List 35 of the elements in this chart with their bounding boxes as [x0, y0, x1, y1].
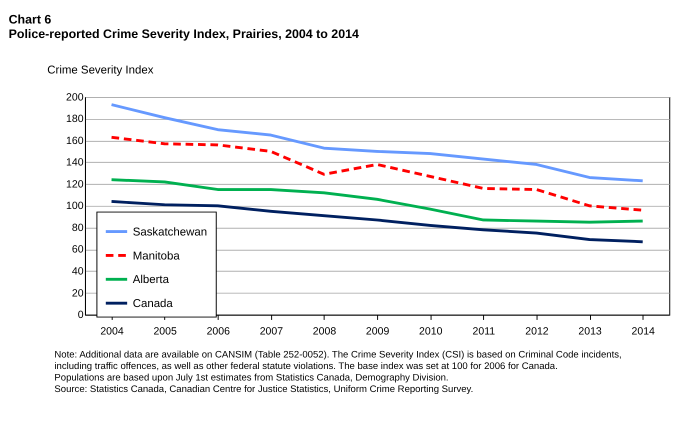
- chart-title: Chart 6: [8, 12, 52, 26]
- y-tick-label: 180: [66, 113, 84, 126]
- line-series: [110, 200, 644, 244]
- y-tick-label: 0: [78, 309, 84, 322]
- legend-label: Manitoba: [132, 250, 180, 262]
- y-tick-label: 100: [66, 200, 84, 212]
- x-tick-label: 2012: [525, 325, 549, 338]
- x-tick-label: 2007: [260, 325, 284, 338]
- y-tick-label: 80: [72, 222, 84, 234]
- x-tick-label: 2014: [632, 325, 656, 338]
- x-tick-label: 2008: [312, 325, 336, 338]
- y-axis-title: Crime Severity Index: [47, 64, 154, 77]
- y-tick-label: 200: [66, 91, 84, 104]
- y-tick-label: 160: [66, 134, 84, 147]
- y-tick-label: 40: [72, 265, 84, 278]
- x-tick-label: 2011: [472, 325, 496, 338]
- text: Note: Additional data are available on CANSIM (Table 252-0052). The Crime Severity Index (CSI) is based on Criminal Code incidents, including traffic offences, as well as other federal statute violations. The base index was set at 100 for 2006 for Canada. Populations are based upon July 1st estimates from Statistics Canada, Demography Division.: [54, 350, 622, 384]
- x-tick-label: 2004: [100, 325, 124, 338]
- y-tick-label: 140: [66, 156, 84, 169]
- x-tick-label: 2010: [419, 325, 443, 338]
- line-series: [110, 103, 644, 182]
- y-tick-label: 20: [72, 287, 84, 300]
- x-tick-label: 2005: [153, 325, 177, 338]
- y-tick-label: 60: [72, 244, 84, 256]
- y-tick-label: 120: [66, 178, 84, 190]
- legend-label: Saskatchewan: [132, 226, 208, 238]
- legend-label: Canada: [132, 298, 174, 310]
- x-tick-label: 2013: [578, 325, 602, 338]
- line-series: [110, 178, 644, 224]
- x-tick-label: 2009: [366, 325, 390, 338]
- x-tick-label: 2006: [206, 325, 230, 338]
- line-series: [110, 136, 644, 212]
- chart-subtitle: Police-reported Crime Severity Index, Prairies, 2004 to 2014: [8, 26, 359, 41]
- source-note: Source: Statistics Canada, Canadian Centre for Justice Statistics, Uniform Crime Reporting Survey.: [54, 384, 474, 396]
- legend-label: Alberta: [132, 274, 170, 286]
